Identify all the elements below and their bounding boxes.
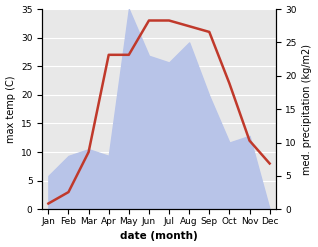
Y-axis label: max temp (C): max temp (C) — [5, 75, 16, 143]
X-axis label: date (month): date (month) — [120, 231, 198, 242]
Y-axis label: med. precipitation (kg/m2): med. precipitation (kg/m2) — [302, 44, 313, 175]
